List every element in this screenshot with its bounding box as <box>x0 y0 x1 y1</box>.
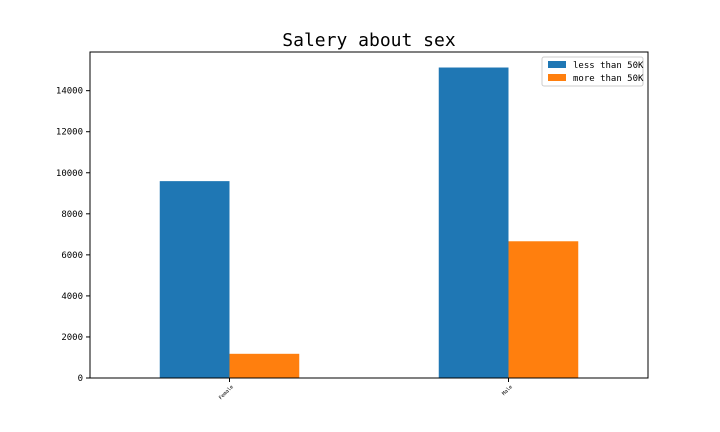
legend-frame <box>541 56 644 87</box>
y-tick-label-12000: 12000 <box>56 128 83 138</box>
bar-female-more-than-50k <box>229 353 300 378</box>
legend-label-more-than-50k: more than 50K <box>573 74 644 84</box>
y-tick-label-6000: 6000 <box>61 251 83 261</box>
y-tick-label-14000: 14000 <box>56 87 83 97</box>
bar-male-more-than-50k <box>508 241 579 378</box>
legend: less than 50K more than 50K <box>541 56 644 87</box>
x-axis: Female Male <box>218 378 514 401</box>
x-tick-label-male: Male <box>501 384 514 397</box>
bar-female-less-than-50k <box>159 181 230 378</box>
y-tick-label-8000: 8000 <box>61 210 83 220</box>
legend-swatch-less-than-50k <box>548 61 566 68</box>
chart-title: Salery about sex <box>282 30 456 51</box>
bars-group <box>159 67 579 378</box>
y-tick-label-0: 0 <box>78 374 83 384</box>
y-axis: 0 2000 4000 6000 8000 10000 12000 14000 <box>56 87 90 384</box>
legend-swatch-more-than-50k <box>548 74 566 81</box>
bar-male-less-than-50k <box>438 67 509 378</box>
y-tick-label-2000: 2000 <box>61 333 83 343</box>
y-tick-label-4000: 4000 <box>61 292 83 302</box>
y-tick-label-10000: 10000 <box>56 169 83 179</box>
plot-frame <box>89 51 649 379</box>
legend-label-less-than-50k: less than 50K <box>573 61 644 71</box>
x-tick-label-female: Female <box>218 384 235 401</box>
